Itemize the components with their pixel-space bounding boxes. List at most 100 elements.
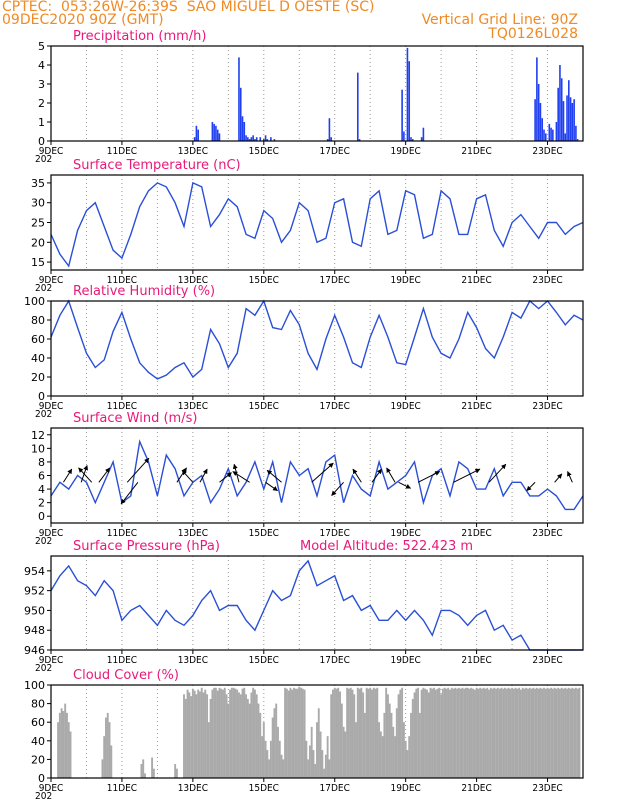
cloud-bar xyxy=(475,687,478,778)
precip-bar xyxy=(328,118,331,141)
cloud-bar xyxy=(532,687,535,778)
cloud-bar xyxy=(140,764,143,778)
cloud-bar xyxy=(248,703,251,778)
y-tick-label: 4 xyxy=(38,59,45,72)
cloud-bar xyxy=(390,712,393,778)
y-tick-label: 10 xyxy=(31,442,45,455)
cloud-bar xyxy=(236,689,239,778)
wind-vector-arrow xyxy=(126,457,150,483)
cloud-bar xyxy=(518,687,521,778)
cloud-bar xyxy=(551,688,554,778)
y-tick-label: 946 xyxy=(24,644,45,657)
x-tick-label: 21DEC xyxy=(461,146,491,157)
precip-bar xyxy=(568,80,570,141)
precip-bar xyxy=(197,129,199,141)
cloud-bar xyxy=(379,731,382,778)
precip-bar xyxy=(218,133,221,141)
cloud-bar xyxy=(480,688,483,778)
cloud-bar xyxy=(488,689,490,778)
cloud-bar xyxy=(195,694,198,778)
precip-bar xyxy=(575,125,577,141)
x-tick-label: 17DEC xyxy=(320,528,350,539)
cloud-bar xyxy=(504,687,506,778)
precip-bar xyxy=(238,57,240,141)
cloud-bar xyxy=(417,687,420,778)
cloud-bar xyxy=(427,692,430,778)
cloud-bar xyxy=(413,692,416,778)
precip-bar xyxy=(537,84,540,141)
cloud-bar xyxy=(250,692,253,778)
y-tick-label: 60 xyxy=(31,333,45,346)
precip-bar xyxy=(239,87,242,141)
cloud-bar xyxy=(454,687,457,778)
cloud-bar xyxy=(335,688,338,778)
cloud-bar xyxy=(402,722,405,778)
y-tick-label: 20 xyxy=(31,371,45,384)
cloud-bar xyxy=(411,698,414,778)
precip-bar xyxy=(571,103,574,141)
cloud-bar xyxy=(214,687,217,778)
wind-vector-arrow xyxy=(181,469,194,483)
cloud-bar xyxy=(292,687,295,778)
x-tick-label: 23DEC xyxy=(532,146,562,157)
cloud-bar xyxy=(144,773,146,778)
cloud-bar xyxy=(271,717,274,778)
cloud-bar xyxy=(457,687,460,778)
cloud-bar xyxy=(110,745,113,778)
cloud-bar xyxy=(58,712,61,778)
precip-frame xyxy=(50,45,584,142)
precip-bar xyxy=(566,95,568,141)
cloud-bar xyxy=(355,722,357,778)
cloud-bar xyxy=(183,694,185,778)
cloud-bar xyxy=(243,687,246,778)
cloud-bar xyxy=(528,687,531,778)
cloud-bar xyxy=(489,687,492,778)
cloud-bar xyxy=(62,711,65,778)
x-tick-label: 19DEC xyxy=(390,655,420,666)
cloud-bar xyxy=(539,687,542,778)
precip-bar xyxy=(552,129,554,141)
cloud-bar xyxy=(301,688,304,778)
cloud-bar xyxy=(268,759,271,778)
y-tick-label: 0 xyxy=(38,772,45,785)
cloud-bar xyxy=(369,687,372,778)
cloud-bar xyxy=(493,687,496,778)
cloud-bar xyxy=(67,722,70,778)
wind-vector-arrow xyxy=(352,468,362,483)
cloud-bar xyxy=(206,694,209,778)
run-time-label: 09DEC2020 90Z (GMT) xyxy=(2,12,164,28)
cloud-bar xyxy=(534,688,537,778)
cloud-bar xyxy=(316,722,318,778)
wind-vector-arrow xyxy=(232,471,250,483)
cloud-bar xyxy=(449,689,451,778)
wind-vector-arrow xyxy=(78,467,93,483)
wind-vector-arrow xyxy=(176,467,187,483)
cloud-bar xyxy=(443,687,446,778)
wind-series-line xyxy=(50,439,584,511)
cloud-bar xyxy=(300,687,302,778)
cloud-bar xyxy=(535,687,538,778)
pressure-title: Surface Pressure (hPa) xyxy=(73,539,220,554)
cloud-bar xyxy=(69,731,72,778)
cloud-bar xyxy=(234,688,237,778)
wind-vector-arrow xyxy=(311,462,334,483)
cloud-bar xyxy=(253,689,256,778)
cloud-title: Cloud Cover (%) xyxy=(73,668,179,683)
precip-bar xyxy=(243,122,246,141)
precip-bar xyxy=(270,137,272,141)
cloud-bar xyxy=(332,689,334,778)
x-tick-label: 9DEC xyxy=(39,275,64,286)
cloud-bar xyxy=(200,687,203,778)
cloud-bar xyxy=(466,687,469,778)
cloud-bar xyxy=(342,726,345,778)
temp-panel: 15 20 25 30 35 9DEC 11DEC 13DEC 15DEC 17DEC 19DEC 2… xyxy=(31,158,584,294)
cloud-bar xyxy=(213,687,216,778)
station-header: CPTEC: 053:26W-26:39S SAO MIGUEL D OESTE… xyxy=(2,0,375,15)
cloud-bar xyxy=(502,688,505,778)
x-tick-label: 13DEC xyxy=(178,655,208,666)
y-tick-label: 954 xyxy=(24,565,45,578)
cloud-bar xyxy=(209,698,212,778)
cloud-bar xyxy=(482,687,485,778)
precip-bar xyxy=(216,129,219,141)
